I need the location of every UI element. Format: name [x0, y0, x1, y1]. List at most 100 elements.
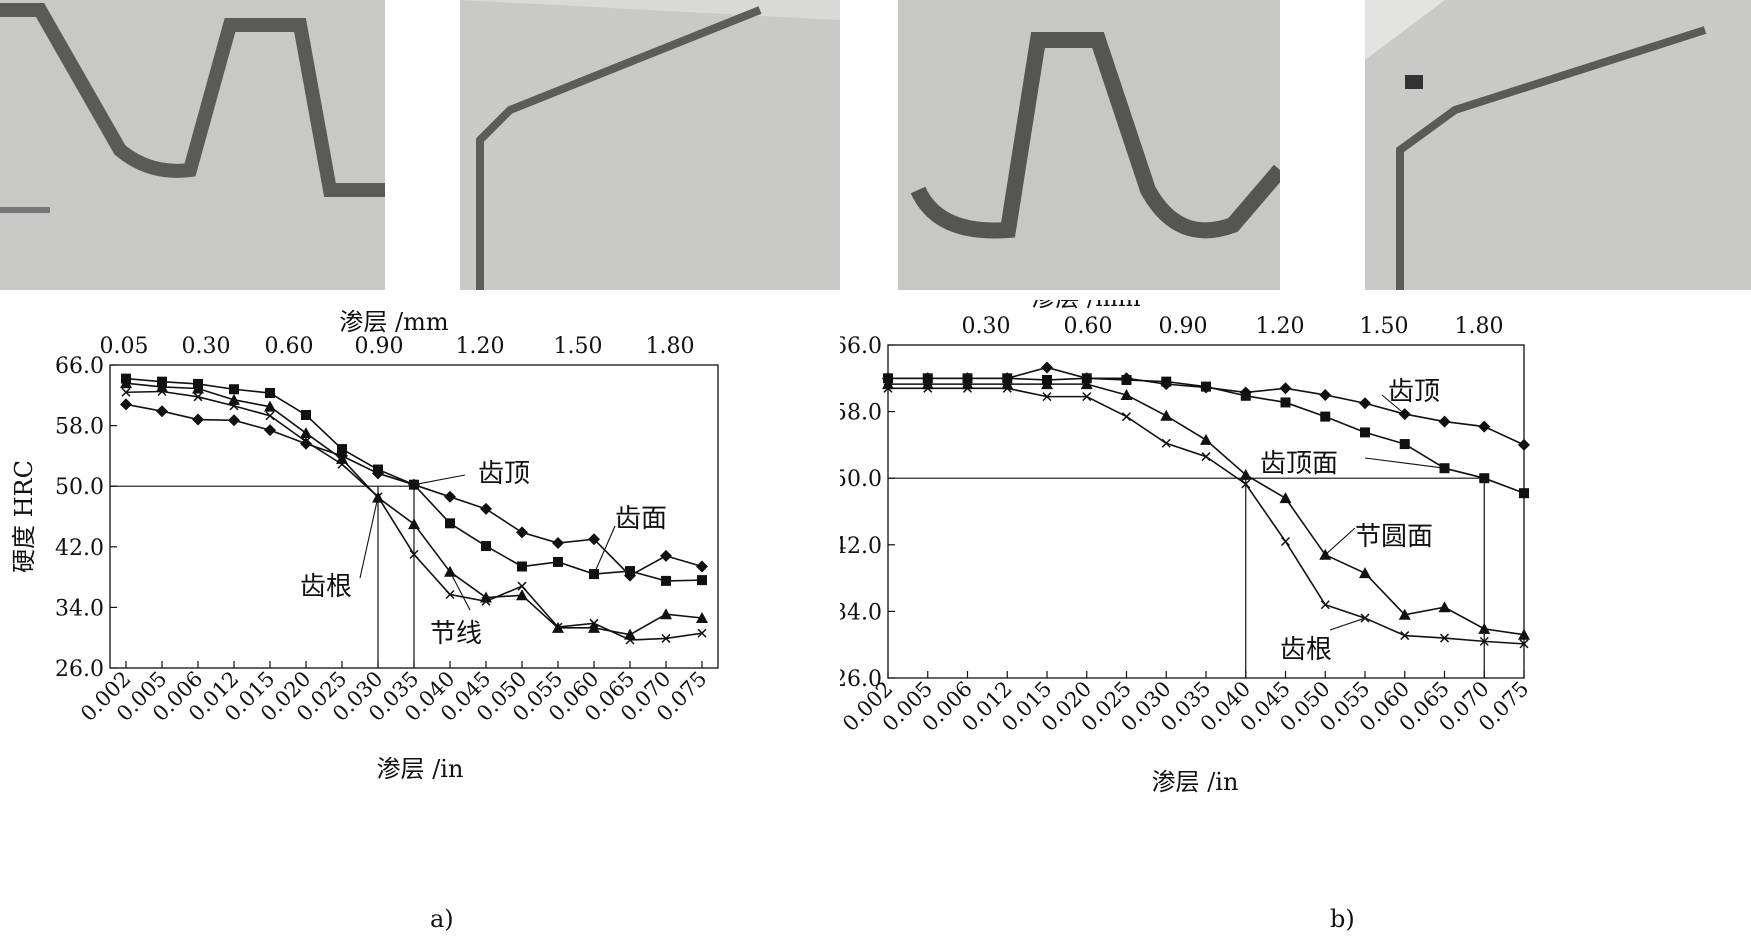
series-label: 齿顶	[1388, 377, 1440, 407]
data-point	[192, 382, 204, 394]
data-point	[1359, 567, 1371, 579]
top-axis-title: 渗层 /mm	[339, 308, 448, 336]
data-point	[1201, 452, 1211, 462]
data-point	[1080, 378, 1093, 390]
data-point	[121, 387, 131, 397]
data-point	[882, 378, 894, 390]
data-point	[1519, 488, 1529, 499]
data-point	[1439, 633, 1450, 643]
data-point	[444, 565, 456, 577]
top-axis-title: 渗层 /mm	[1031, 300, 1140, 312]
chart-b: 渗层 /mm 0.30 0.60 0.90 1.20 1.50 1.80 66.0 58.0 50…	[840, 300, 1534, 796]
data-point	[1280, 536, 1291, 547]
top-tick-label: 0.60	[265, 334, 314, 359]
data-point	[301, 409, 311, 420]
top-tick-label: 1.80	[646, 334, 695, 359]
y-tick-label: 42.0	[840, 534, 882, 559]
data-point	[661, 575, 671, 586]
data-point	[1280, 397, 1291, 408]
data-point	[192, 413, 204, 426]
data-point	[1439, 463, 1450, 474]
data-point	[480, 502, 492, 515]
data-point	[337, 459, 347, 469]
data-point	[1121, 374, 1132, 385]
data-point	[697, 628, 707, 638]
data-point	[445, 518, 455, 529]
data-point	[1518, 438, 1530, 451]
annotation-leader	[593, 525, 616, 575]
data-point	[517, 581, 527, 591]
data-point	[373, 464, 383, 475]
series-label: 齿根	[1280, 635, 1332, 665]
y-tick-label: 26.0	[55, 657, 104, 682]
data-point	[517, 561, 527, 572]
data-point	[264, 400, 276, 412]
data-point	[1320, 600, 1330, 610]
data-point	[264, 424, 276, 437]
data-point	[1121, 412, 1132, 422]
data-point	[1279, 492, 1292, 504]
series-label: 齿面	[615, 504, 667, 534]
data-point	[481, 541, 491, 552]
data-point	[157, 386, 167, 397]
data-point	[1161, 438, 1171, 448]
data-point	[589, 618, 599, 628]
annotation-leader	[1381, 394, 1406, 415]
data-point	[337, 444, 347, 455]
x-axis-label: 渗层 /in	[1152, 768, 1239, 796]
data-point	[1479, 473, 1490, 484]
data-point	[1201, 381, 1211, 392]
annotation-leader	[1329, 617, 1366, 631]
data-point	[921, 378, 934, 390]
top-tick-label: 1.80	[1455, 314, 1504, 339]
data-point	[1438, 601, 1451, 613]
y-tick-label: 66.0	[55, 354, 104, 379]
data-point	[265, 411, 275, 421]
data-point	[697, 575, 707, 586]
data-point	[1360, 427, 1370, 438]
data-point	[1200, 433, 1212, 445]
data-point	[625, 566, 635, 577]
series-label: 节线	[430, 619, 482, 649]
data-point	[1161, 376, 1172, 387]
series-line-4	[888, 387, 1525, 645]
data-point	[588, 621, 600, 633]
data-point	[1041, 361, 1053, 374]
data-point	[1438, 415, 1451, 428]
caption-b: b)	[1330, 905, 1355, 933]
y-tick-label: 34.0	[55, 596, 104, 621]
data-point	[660, 549, 672, 562]
data-point	[1002, 383, 1012, 393]
data-point	[408, 518, 420, 530]
data-point	[1319, 388, 1332, 401]
data-point	[1359, 397, 1371, 410]
annotation-leader	[1324, 527, 1356, 556]
data-point	[1082, 392, 1092, 402]
data-point	[516, 589, 528, 601]
top-tick-label: 1.20	[1256, 314, 1305, 339]
chart-b-body: 渗层 /mm 0.30 0.60 0.90 1.20 1.50 1.80 66.0 58.0 50…	[840, 300, 1534, 796]
data-point	[1479, 636, 1489, 646]
data-point	[553, 622, 563, 632]
photo-gear-tip-2	[1365, 0, 1751, 290]
data-point	[1239, 468, 1252, 480]
data-point	[481, 596, 491, 606]
data-point	[1042, 392, 1052, 402]
y-tick-label: 58.0	[55, 415, 104, 440]
data-point	[625, 635, 635, 645]
data-point	[193, 392, 203, 402]
series-label: 节圆面	[1355, 522, 1433, 552]
data-point	[588, 533, 600, 546]
data-point	[696, 612, 708, 624]
data-point	[265, 388, 275, 399]
data-point	[229, 384, 239, 395]
x-axis-label: 渗层 /in	[377, 755, 464, 783]
data-point	[1001, 378, 1014, 390]
y-tick-label: 34.0	[840, 600, 882, 625]
y-tick-label: 42.0	[55, 536, 104, 561]
data-point	[696, 560, 708, 573]
photo-gear-tip-1	[460, 0, 840, 290]
data-point	[156, 405, 168, 418]
data-point	[660, 608, 672, 620]
data-point	[1399, 439, 1410, 450]
